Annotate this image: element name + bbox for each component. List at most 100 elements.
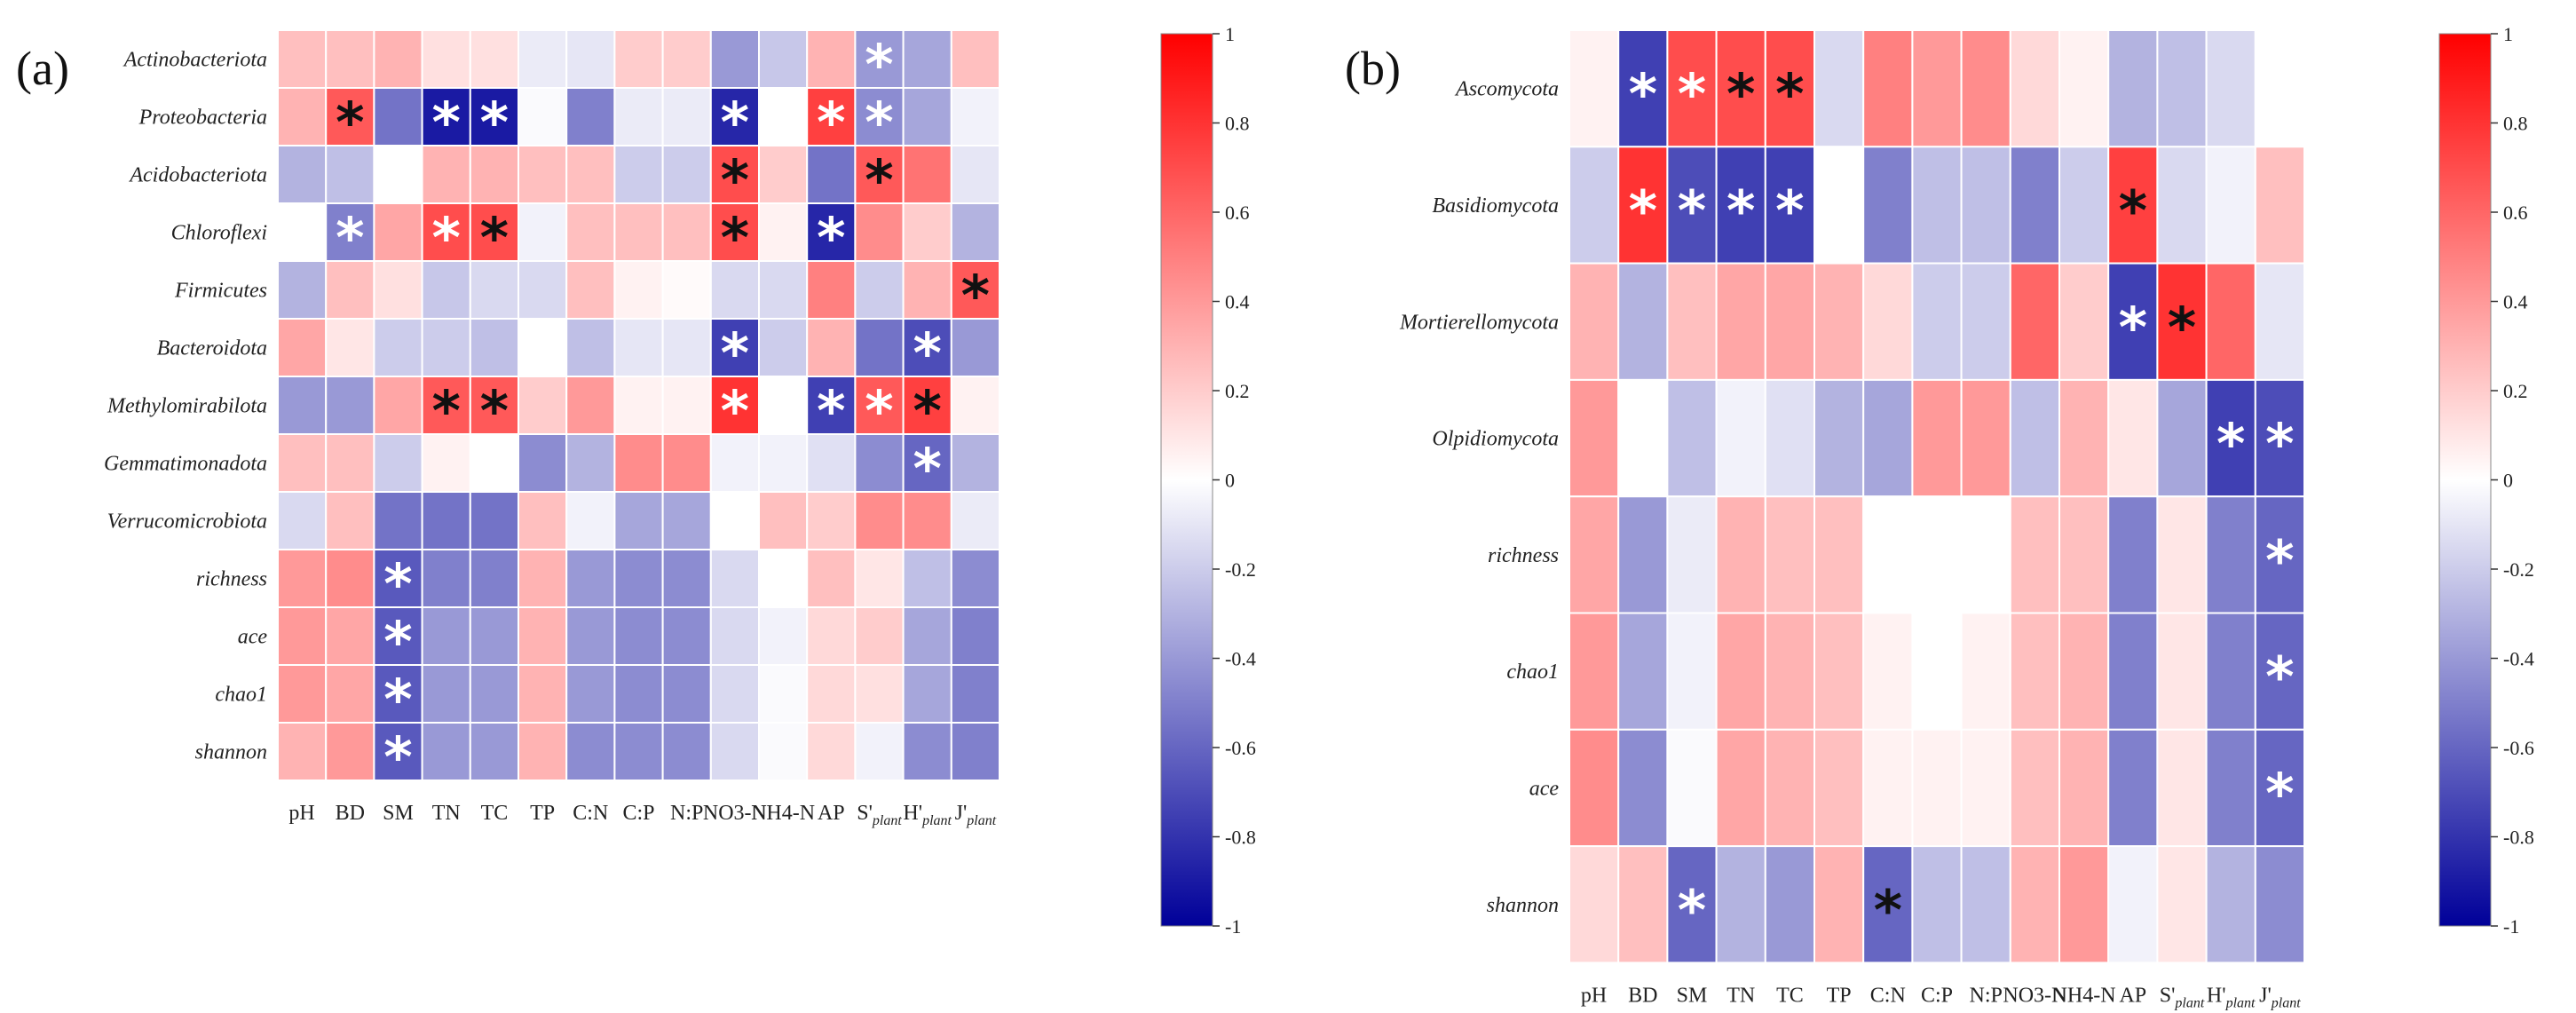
heatmap-cell: [565, 376, 616, 435]
significance-star: *: [2119, 178, 2147, 243]
heatmap-cell: [1666, 612, 1718, 731]
heatmap-cell: [806, 145, 857, 204]
heatmap-cell: [1764, 728, 1816, 848]
heatmap-cell: [373, 376, 423, 435]
column-label: N:P: [670, 802, 703, 825]
colorbar-tick-label: 1: [1225, 23, 1235, 45]
significance-star: *: [721, 379, 749, 444]
row-label: Bacteroidota: [157, 337, 267, 360]
heatmap-cell: [709, 606, 760, 666]
heatmap-cell: [565, 318, 616, 377]
significance-star: *: [1629, 62, 1657, 127]
heatmap-cell: [806, 202, 857, 262]
heatmap-cell: [1813, 612, 1865, 731]
column-label: NO3-N: [703, 802, 767, 825]
heatmap-cell: [565, 260, 616, 320]
heatmap-cell: [2156, 378, 2208, 498]
heatmap-cell: [1911, 262, 1963, 381]
heatmap-cell: [1960, 612, 2011, 731]
heatmap-cell: [518, 376, 568, 435]
colorbar-tick-label: -0.4: [2503, 648, 2534, 670]
heatmap-cell: [854, 318, 905, 377]
heatmap-cell: [469, 145, 519, 204]
colorbar-tick-label: -0.8: [2503, 827, 2534, 849]
heatmap-cell: [1813, 29, 1865, 148]
heatmap-cell: [373, 318, 423, 377]
heatmap-cell: [2009, 262, 2061, 381]
heatmap-cell: [854, 722, 905, 781]
significance-star: *: [1629, 178, 1657, 243]
heatmap-cell: [325, 376, 375, 435]
significance-star: *: [865, 33, 893, 98]
colorbar-tick-label: 0.2: [2503, 380, 2528, 402]
heatmap-cell: [1617, 845, 1669, 964]
heatmap-cell: [2009, 146, 2061, 265]
colorbar-tick-label: -0.2: [2503, 558, 2534, 581]
heatmap-cell: [1715, 495, 1766, 614]
heatmap-cell: [709, 491, 760, 550]
heatmap-cell: [277, 87, 328, 146]
heatmap-cell: [613, 260, 664, 320]
heatmap-cell: [325, 491, 375, 550]
significance-star: *: [480, 206, 509, 271]
heatmap-cell: [1764, 262, 1816, 381]
heatmap-cell: [469, 491, 519, 550]
heatmap-cell: [950, 433, 1001, 493]
heatmap-cell: [1569, 728, 1620, 848]
heatmap-cell: [421, 549, 471, 608]
heatmap-cell: [613, 376, 664, 435]
heatmap-cell: [709, 722, 760, 781]
heatmap-cell: [2205, 262, 2256, 381]
significance-star: *: [431, 91, 460, 155]
significance-star: *: [2265, 528, 2294, 593]
row-label: Verrucomicrobiota: [107, 510, 267, 534]
heatmap-cell: [1911, 612, 1963, 731]
heatmap-cell: [854, 145, 905, 204]
heatmap-cell: [469, 664, 519, 724]
heatmap-cell: [2205, 845, 2256, 964]
heatmap-cell: [2058, 495, 2110, 614]
heatmap-cell: [758, 491, 809, 550]
significance-star: *: [480, 379, 509, 444]
heatmap-cell: [1617, 612, 1669, 731]
heatmap-cell: [277, 318, 328, 377]
heatmap-cell: [950, 491, 1001, 550]
heatmap-cell: [1569, 262, 1620, 381]
heatmap-cell: [1666, 728, 1718, 848]
row-label: Methylomirabilota: [107, 395, 267, 418]
heatmap-cell: [1569, 29, 1620, 148]
heatmap-cell: [325, 606, 375, 666]
colorbar-tick-label: -0.4: [1225, 648, 1256, 670]
significance-star: *: [961, 264, 990, 328]
heatmap-cell: [950, 722, 1001, 781]
significance-star: *: [431, 379, 460, 444]
significance-star: *: [721, 321, 749, 386]
heatmap-cell: [325, 260, 375, 320]
heatmap-cell: [950, 376, 1001, 435]
heatmap-cell: [2156, 262, 2208, 381]
heatmap-cell: [1862, 146, 1914, 265]
heatmap-cell: [469, 29, 519, 89]
heatmap-cell: [2205, 612, 2256, 731]
heatmap-cell: [2009, 845, 2061, 964]
column-label: TP: [530, 802, 555, 825]
heatmap-cell: [758, 145, 809, 204]
heatmap-cell: [613, 606, 664, 666]
heatmap-cell: [1813, 378, 1865, 498]
heatmap-cell: [469, 260, 519, 320]
heatmap-cell: [2156, 845, 2208, 964]
significance-star: *: [383, 610, 412, 675]
heatmap-cell: [902, 491, 952, 550]
heatmap-cell: [806, 722, 857, 781]
heatmap-cell: [373, 87, 423, 146]
heatmap-cell: [565, 433, 616, 493]
column-label: AP: [818, 802, 845, 825]
heatmap-cell: [806, 29, 857, 89]
heatmap-cell: [1862, 845, 1914, 964]
significance-star: *: [431, 206, 460, 271]
heatmap-cell: [421, 145, 471, 204]
heatmap-cell: [518, 260, 568, 320]
colorbar-tick-label: -0.2: [1225, 558, 1256, 581]
colorbar-tick-label: 0.8: [1225, 113, 1250, 135]
